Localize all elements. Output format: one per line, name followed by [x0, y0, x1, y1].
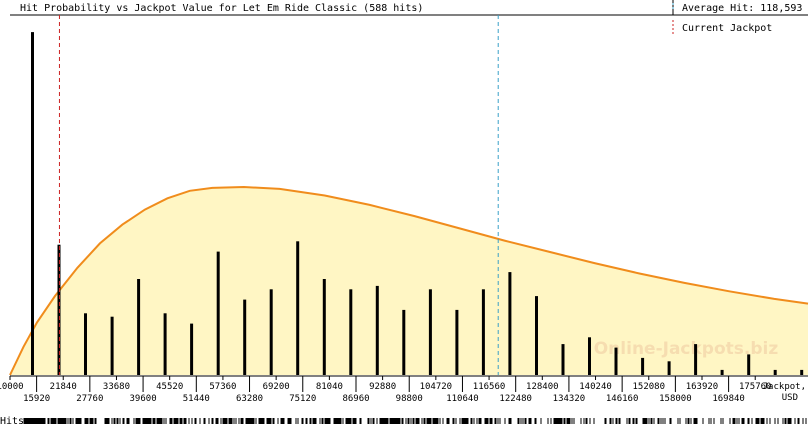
tick-label-51440: 51440	[183, 394, 210, 404]
bar-27	[747, 354, 751, 375]
tick-label-15920: 15920	[23, 394, 50, 404]
probability-curve	[9, 185, 809, 376]
bar-17	[481, 289, 485, 375]
tick-label-175760: 175760	[739, 382, 772, 392]
tick-label-27760: 27760	[76, 394, 103, 404]
bar-16	[455, 309, 459, 375]
bar-18	[508, 272, 512, 375]
tick-label-75120: 75120	[289, 394, 316, 404]
bar-5	[163, 313, 167, 375]
bar-11	[322, 279, 326, 375]
bar-0	[31, 32, 34, 375]
bar-29	[800, 369, 804, 375]
bar-26	[720, 369, 724, 375]
bar-22	[614, 347, 618, 375]
bar-8	[243, 299, 247, 375]
tick-label-10000: 10000	[0, 382, 24, 392]
bar-10	[296, 241, 300, 375]
tick-label-122480: 122480	[499, 394, 532, 404]
tick-label-110640: 110640	[446, 394, 479, 404]
tick-label-39600: 39600	[130, 394, 157, 404]
bar-7	[216, 251, 220, 375]
tick-label-98800: 98800	[396, 394, 423, 404]
bar-9	[269, 289, 273, 375]
tick-label-21840: 21840	[50, 382, 77, 392]
bar-4	[137, 279, 141, 375]
tick-label-128400: 128400	[526, 382, 559, 392]
bar-12	[349, 289, 353, 375]
tick-label-146160: 146160	[606, 394, 639, 404]
tick-label-169840: 169840	[712, 394, 745, 404]
bar-20	[561, 344, 565, 375]
tick-label-63280: 63280	[236, 394, 263, 404]
bars-group	[31, 32, 804, 375]
hits-label: Hits	[0, 416, 24, 425]
x-axis-unit: USD	[782, 393, 798, 403]
tick-label-69200: 69200	[263, 382, 290, 392]
bar-24	[667, 361, 671, 375]
tick-label-81040: 81040	[316, 382, 343, 392]
bar-3	[110, 316, 114, 375]
chart-title: Hit Probability vs Jackpot Value for Let…	[20, 3, 423, 14]
tick-label-152080: 152080	[633, 382, 666, 392]
bar-23	[641, 357, 645, 375]
tick-label-104720: 104720	[420, 382, 453, 392]
bar-19	[535, 296, 538, 375]
x-axis-label: Jackpot,	[763, 382, 806, 392]
bar-25	[694, 344, 698, 375]
current-jackpot-label: Current Jackpot	[682, 23, 772, 34]
tick-label-45520: 45520	[156, 382, 183, 392]
probability-area	[10, 187, 808, 375]
tick-label-116560: 116560	[473, 382, 506, 392]
watermark-text: Online-Jackpots.biz	[594, 339, 779, 359]
x-axis-ticks: 10000 21840 33680 45520 57360 69200 81040 92880…	[0, 376, 771, 404]
bar-6	[190, 323, 194, 375]
tick-label-140240: 140240	[579, 382, 612, 392]
bar-14	[402, 309, 406, 375]
tick-label-158000: 158000	[659, 394, 692, 404]
tick-label-163920: 163920	[686, 382, 719, 392]
bar-15	[428, 289, 432, 375]
hits-strip	[23, 418, 807, 424]
bar-28	[773, 369, 777, 375]
tick-label-86960: 86960	[342, 394, 369, 404]
average-hit-label: Average Hit: 118,593	[682, 3, 802, 14]
tick-label-134320: 134320	[553, 394, 586, 404]
bar-21	[588, 337, 591, 375]
tick-label-33680: 33680	[103, 382, 130, 392]
bar-2	[84, 313, 87, 375]
bar-13	[375, 285, 379, 375]
tick-label-57360: 57360	[209, 382, 236, 392]
tick-label-92880: 92880	[369, 382, 396, 392]
